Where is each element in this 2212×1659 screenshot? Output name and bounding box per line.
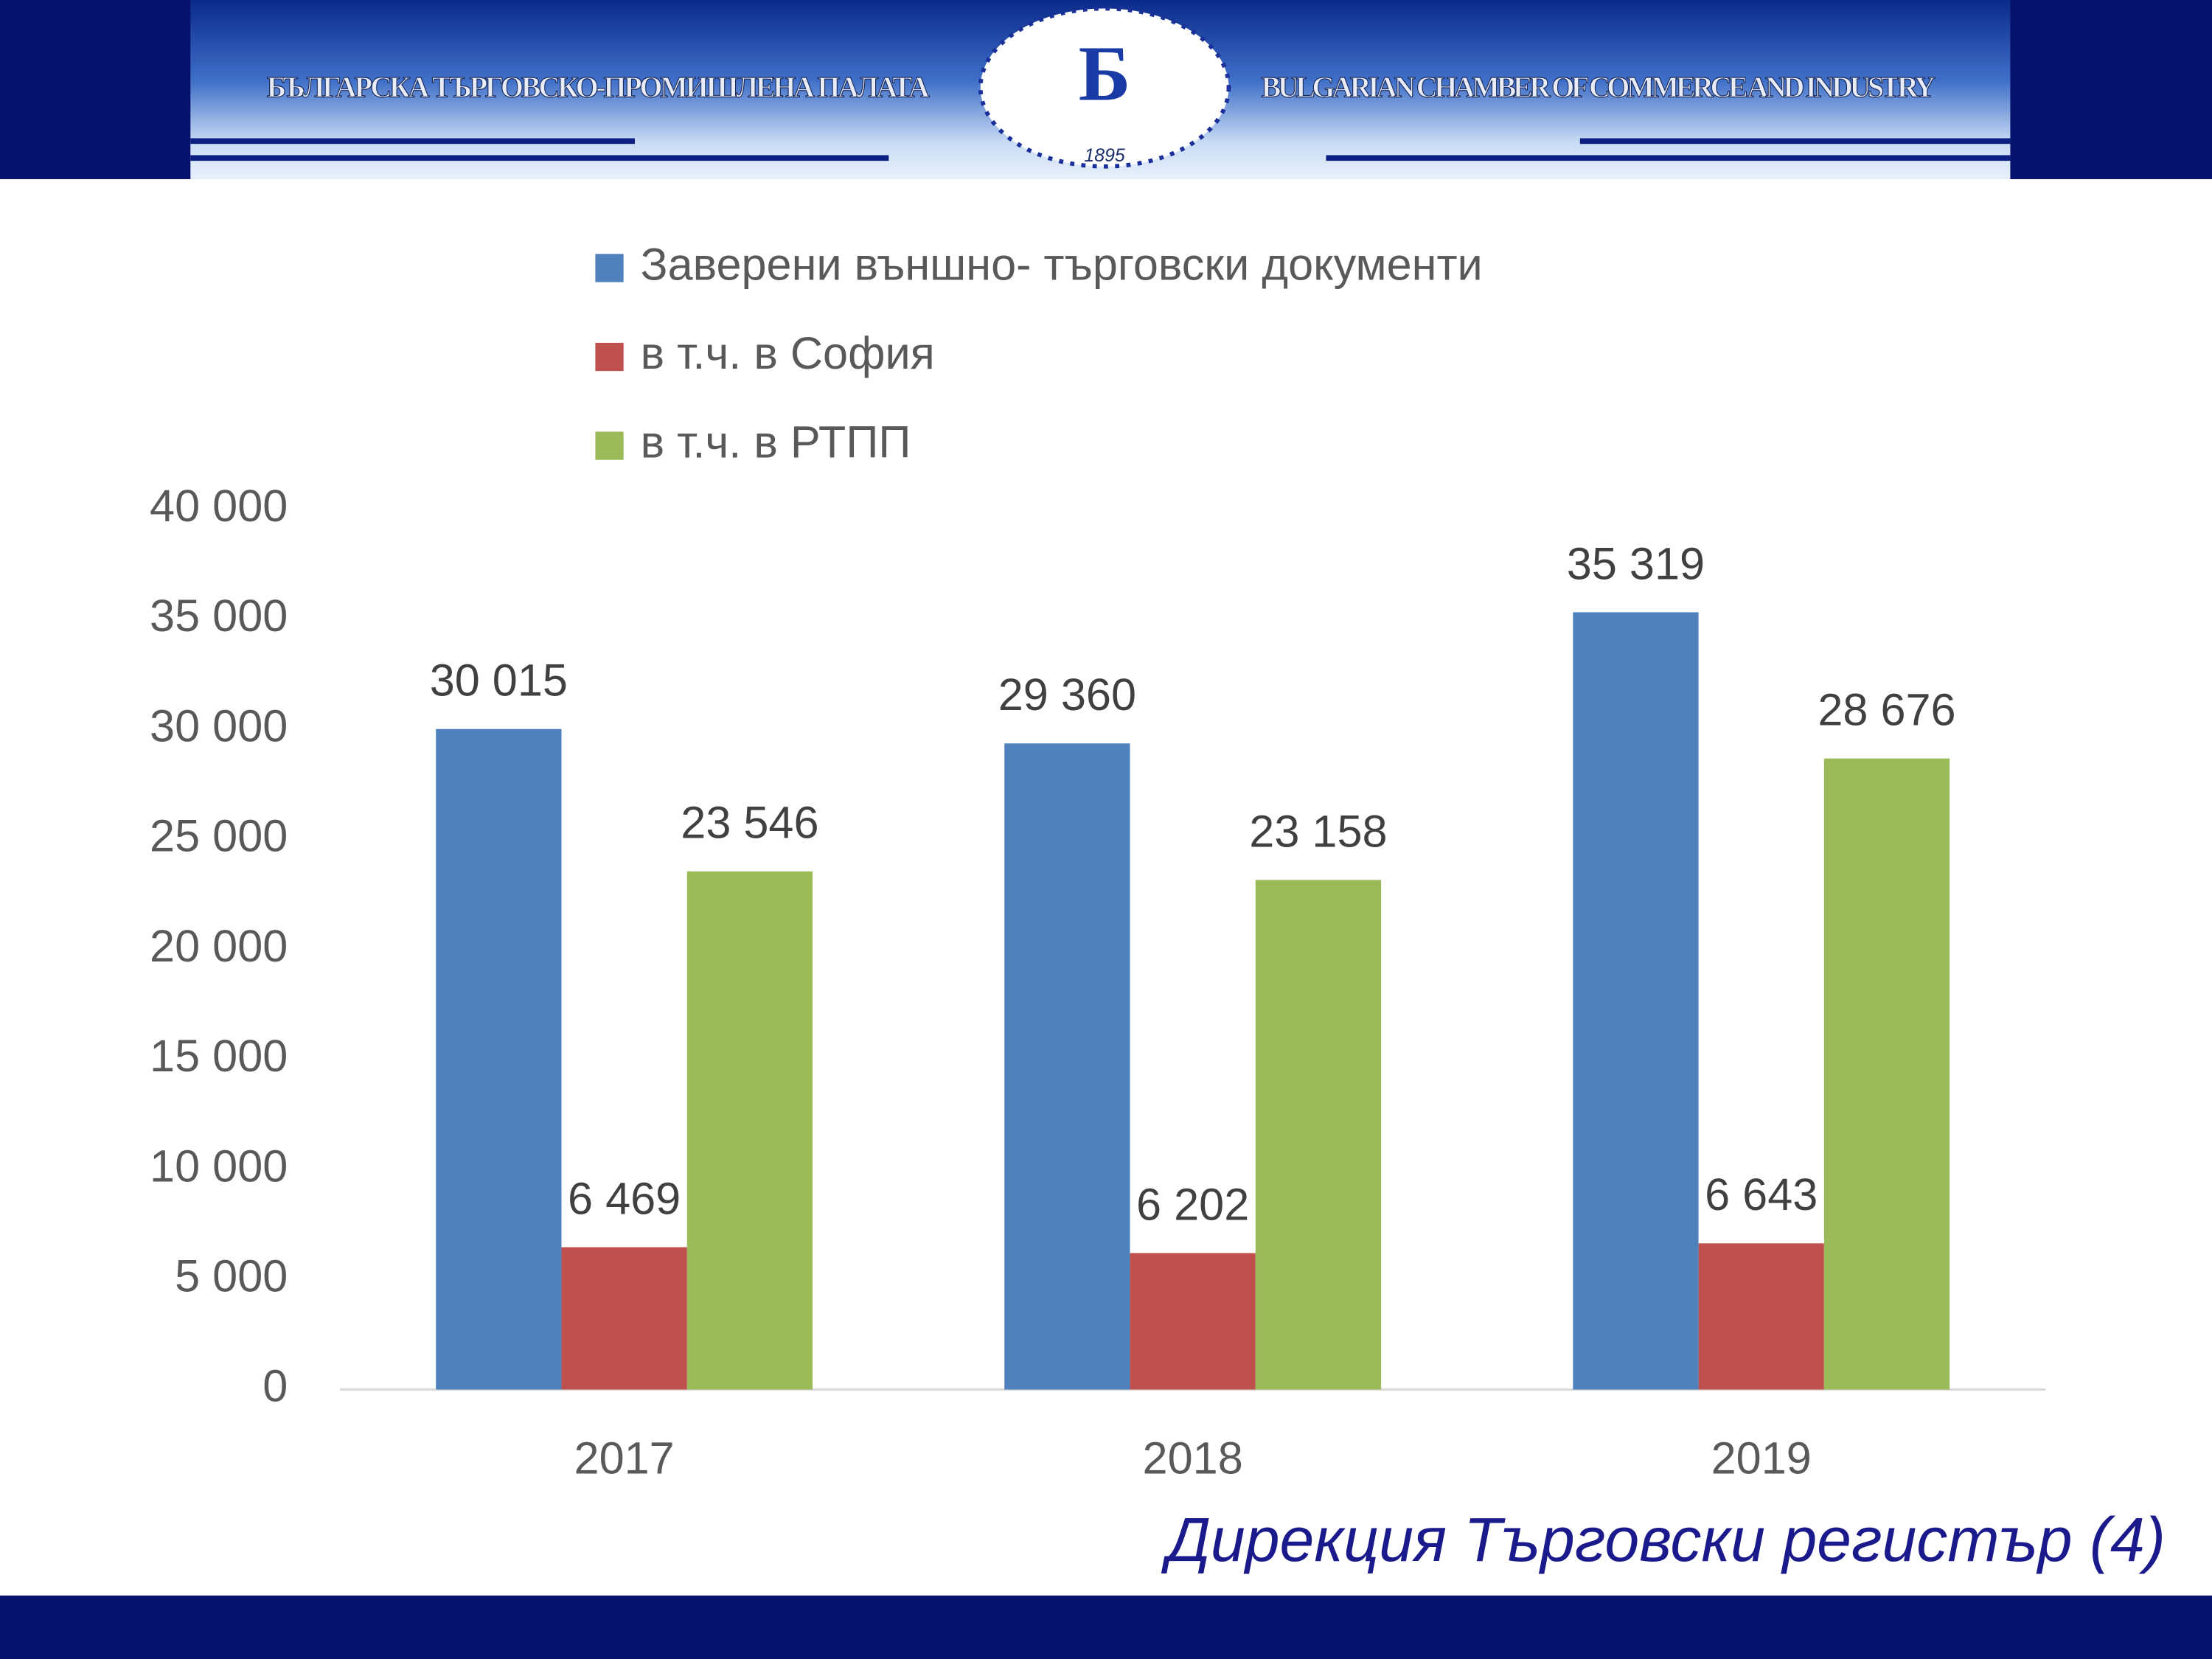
y-tick-label: 20 000 [150,921,288,971]
legend-swatch [595,431,624,460]
y-tick-label: 35 000 [150,591,288,641]
bar [1255,880,1382,1390]
logo [978,6,1231,169]
x-tick-label: 2017 [574,1433,675,1483]
footer-text: Дирекция Търговски регистър (4) [1161,1505,2166,1574]
header-rule [1579,138,2011,145]
logo-mark: Б [1079,31,1131,118]
data-label: 28 676 [1818,685,1955,735]
data-label: 23 158 [1249,806,1387,856]
legend-swatch [595,342,624,372]
y-tick-label: 5 000 [175,1251,288,1301]
bar [1698,1243,1824,1390]
bar [1573,612,1699,1390]
data-label: 6 469 [568,1173,681,1223]
legend-label: в т.ч. в София [641,328,935,378]
legend-label: в т.ч. в РТПП [641,417,911,467]
y-tick-label: 15 000 [150,1031,288,1081]
x-tick-label: 2018 [1143,1433,1243,1483]
data-label: 29 360 [998,669,1136,720]
y-tick-label: 40 000 [150,481,288,531]
y-tick-label: 0 [262,1361,288,1411]
data-label: 23 546 [681,798,818,848]
header-left-text: БЪЛГАРСКА ТЪРГОВСКО-ПРОМИШЛЕНА ПАЛАТА [267,71,930,104]
data-label: 6 202 [1136,1179,1249,1229]
header-rule [190,138,635,145]
bar [436,728,562,1390]
footer-band [0,1595,2212,1659]
legend-swatch [595,254,624,282]
bar [1004,743,1130,1390]
header-right-text: BULGARIAN CHAMBER OF COMMERCE AND INDUST… [1261,71,1935,104]
data-label: 35 319 [1567,538,1705,588]
bar [1823,758,1950,1390]
bar [686,871,813,1390]
y-tick-label: 10 000 [150,1141,288,1191]
header-rule [1326,155,2011,161]
bar [561,1247,687,1390]
header-rule [190,155,889,161]
data-label: 30 015 [430,655,568,706]
x-tick-label: 2019 [1711,1433,1812,1483]
legend-label: Заверени външно- търговски документи [641,240,1483,290]
data-label: 6 643 [1705,1169,1818,1220]
bar [1130,1253,1256,1390]
logo-year: 1895 [1084,145,1124,166]
y-tick-label: 30 000 [150,700,288,751]
y-tick-label: 25 000 [150,811,288,861]
